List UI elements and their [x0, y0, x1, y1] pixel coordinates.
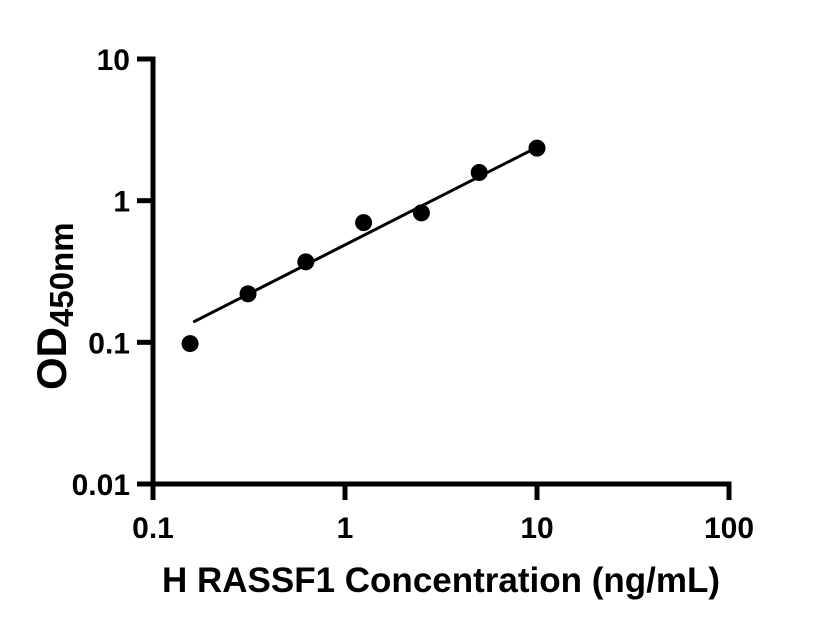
y-axis-title-subscript: 450nm — [43, 222, 80, 327]
data-point — [470, 164, 488, 182]
data-point — [528, 139, 546, 157]
y-axis-title: OD450nm — [28, 222, 80, 390]
y-axis-tick-labels: 0.01 0.1 1 10 — [72, 44, 130, 502]
x-tick-label: 0.1 — [132, 512, 174, 545]
y-tick-label: 0.01 — [72, 469, 130, 502]
x-tick-label: 10 — [520, 512, 553, 545]
data-point — [412, 204, 430, 222]
data-point — [297, 253, 315, 271]
y-tick-label: 1 — [113, 186, 130, 219]
x-tick-label: 100 — [704, 512, 754, 545]
data-point — [355, 214, 373, 232]
x-axis-title: H RASSF1 Concentration (ng/mL) — [162, 561, 720, 600]
x-axis-tick-labels: 0.1 1 10 100 — [132, 512, 754, 545]
data-point — [239, 285, 257, 303]
axes — [137, 56, 732, 500]
data-points-layer — [181, 139, 546, 353]
x-tick-label: 1 — [337, 512, 354, 545]
y-tick-label: 10 — [97, 44, 130, 77]
axis-frame — [137, 56, 732, 500]
y-tick-label: 0.1 — [88, 327, 130, 360]
data-point — [181, 335, 199, 353]
y-axis-title-main: OD — [28, 327, 75, 390]
